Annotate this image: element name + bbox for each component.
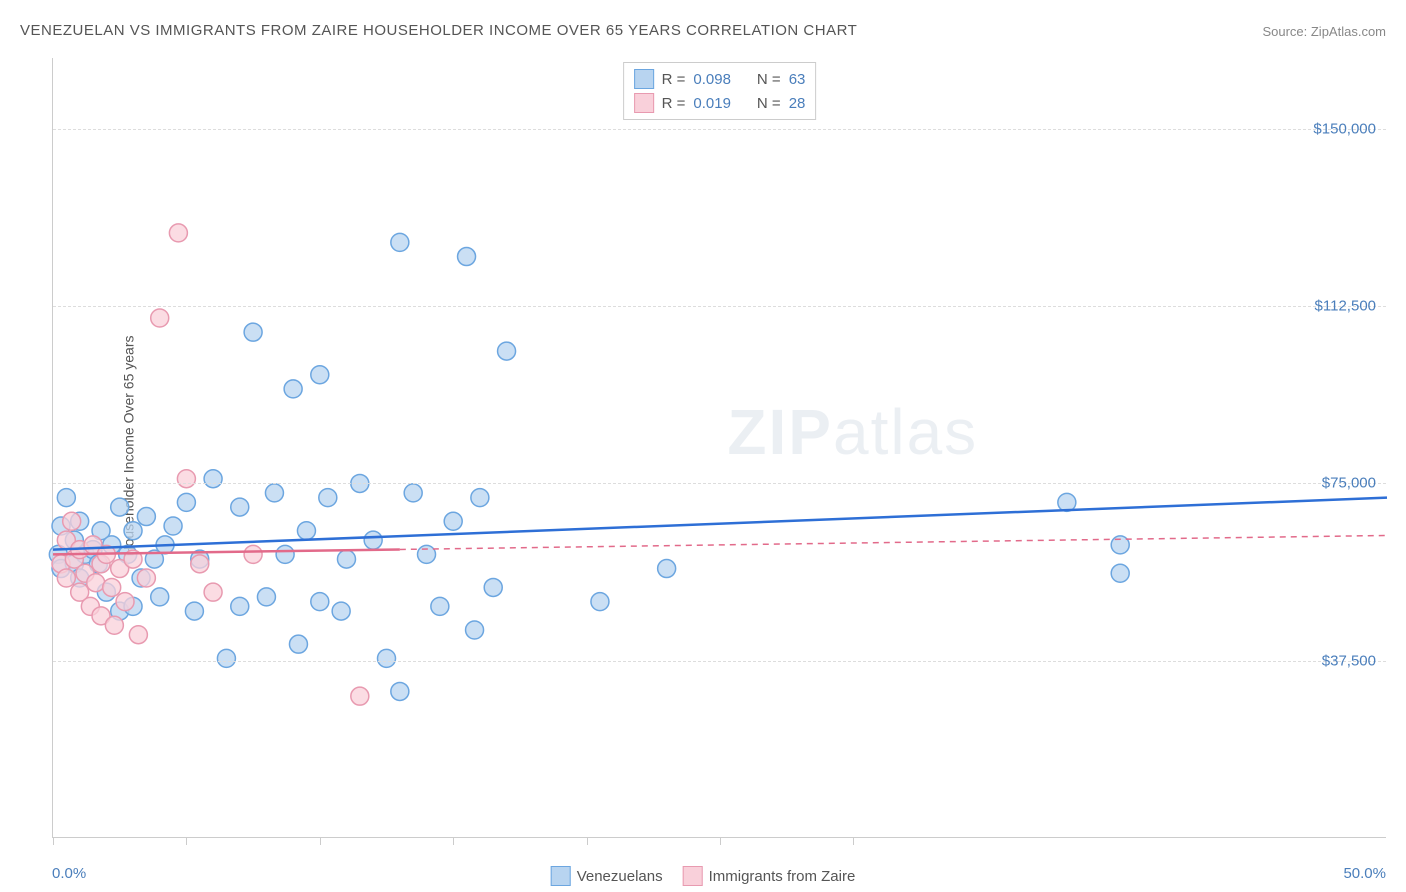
data-point bbox=[204, 583, 222, 601]
source-attribution: Source: ZipAtlas.com bbox=[1262, 24, 1386, 39]
gridline bbox=[53, 129, 1386, 130]
plot-svg bbox=[53, 58, 1386, 837]
data-point bbox=[57, 489, 75, 507]
data-point bbox=[164, 517, 182, 535]
data-point bbox=[185, 602, 203, 620]
data-point bbox=[177, 493, 195, 511]
data-point bbox=[137, 569, 155, 587]
data-point bbox=[466, 621, 484, 639]
data-point bbox=[151, 309, 169, 327]
r-value: 0.019 bbox=[693, 95, 731, 112]
data-point bbox=[418, 545, 436, 563]
y-tick-label: $112,500 bbox=[1315, 298, 1376, 315]
data-point bbox=[244, 323, 262, 341]
data-point bbox=[87, 574, 105, 592]
x-axis-min-label: 0.0% bbox=[52, 865, 86, 882]
data-point bbox=[351, 687, 369, 705]
data-point bbox=[231, 597, 249, 615]
correlation-legend-row: R = 0.019 N = 28 bbox=[634, 91, 806, 115]
y-tick-label: $150,000 bbox=[1313, 120, 1376, 137]
data-point bbox=[458, 248, 476, 266]
x-tick bbox=[320, 837, 321, 845]
data-point bbox=[276, 545, 294, 563]
series-legend: Venezuelans Immigrants from Zaire bbox=[551, 866, 856, 886]
data-point bbox=[289, 635, 307, 653]
r-label: R = bbox=[662, 71, 686, 88]
n-value: 63 bbox=[789, 71, 806, 88]
data-point bbox=[177, 470, 195, 488]
data-point bbox=[431, 597, 449, 615]
data-point bbox=[116, 593, 134, 611]
data-point bbox=[124, 522, 142, 540]
data-point bbox=[191, 555, 209, 573]
x-tick bbox=[53, 837, 54, 845]
data-point bbox=[404, 484, 422, 502]
y-tick-label: $37,500 bbox=[1322, 652, 1376, 669]
x-tick bbox=[453, 837, 454, 845]
data-point bbox=[137, 508, 155, 526]
legend-swatch bbox=[634, 93, 654, 113]
data-point bbox=[1111, 564, 1129, 582]
n-label: N = bbox=[757, 95, 781, 112]
data-point bbox=[63, 512, 81, 530]
trend-line bbox=[53, 498, 1387, 550]
legend-swatch bbox=[634, 69, 654, 89]
data-point bbox=[311, 593, 329, 611]
gridline bbox=[53, 306, 1386, 307]
gridline bbox=[53, 483, 1386, 484]
data-point bbox=[364, 531, 382, 549]
n-value: 28 bbox=[789, 95, 806, 112]
data-point bbox=[444, 512, 462, 530]
x-tick bbox=[720, 837, 721, 845]
r-label: R = bbox=[662, 95, 686, 112]
data-point bbox=[658, 560, 676, 578]
correlation-legend: R = 0.098 N = 63 R = 0.019 N = 28 bbox=[623, 62, 817, 120]
data-point bbox=[105, 616, 123, 634]
data-point bbox=[111, 498, 129, 516]
data-point bbox=[151, 588, 169, 606]
data-point bbox=[244, 545, 262, 563]
x-tick bbox=[186, 837, 187, 845]
data-point bbox=[391, 233, 409, 251]
data-point bbox=[265, 484, 283, 502]
data-point bbox=[471, 489, 489, 507]
data-point bbox=[319, 489, 337, 507]
gridline bbox=[53, 661, 1386, 662]
data-point bbox=[169, 224, 187, 242]
legend-item: Venezuelans bbox=[551, 866, 663, 886]
data-point bbox=[257, 588, 275, 606]
data-point bbox=[231, 498, 249, 516]
x-tick bbox=[853, 837, 854, 845]
data-point bbox=[204, 470, 222, 488]
plot-area: ZIPatlas R =0.098N =63R =0.019N =28 $37,… bbox=[52, 58, 1386, 838]
trend-line-extrapolated bbox=[400, 535, 1387, 549]
x-tick bbox=[587, 837, 588, 845]
x-axis-max-label: 50.0% bbox=[1343, 865, 1386, 882]
legend-label: Venezuelans bbox=[577, 868, 663, 885]
y-tick-label: $75,000 bbox=[1322, 475, 1376, 492]
data-point bbox=[284, 380, 302, 398]
data-point bbox=[391, 682, 409, 700]
legend-swatch bbox=[683, 866, 703, 886]
legend-label: Immigrants from Zaire bbox=[709, 868, 856, 885]
chart-container: VENEZUELAN VS IMMIGRANTS FROM ZAIRE HOUS… bbox=[0, 0, 1406, 892]
legend-swatch bbox=[551, 866, 571, 886]
data-point bbox=[484, 578, 502, 596]
data-point bbox=[337, 550, 355, 568]
n-label: N = bbox=[757, 71, 781, 88]
data-point bbox=[217, 649, 235, 667]
data-point bbox=[57, 569, 75, 587]
data-point bbox=[129, 626, 147, 644]
data-point bbox=[591, 593, 609, 611]
correlation-legend-row: R = 0.098 N = 63 bbox=[634, 67, 806, 91]
data-point bbox=[332, 602, 350, 620]
data-point bbox=[498, 342, 516, 360]
chart-title: VENEZUELAN VS IMMIGRANTS FROM ZAIRE HOUS… bbox=[20, 22, 857, 39]
data-point bbox=[311, 366, 329, 384]
data-point bbox=[378, 649, 396, 667]
data-point bbox=[103, 578, 121, 596]
r-value: 0.098 bbox=[693, 71, 731, 88]
data-point bbox=[297, 522, 315, 540]
legend-item: Immigrants from Zaire bbox=[683, 866, 856, 886]
